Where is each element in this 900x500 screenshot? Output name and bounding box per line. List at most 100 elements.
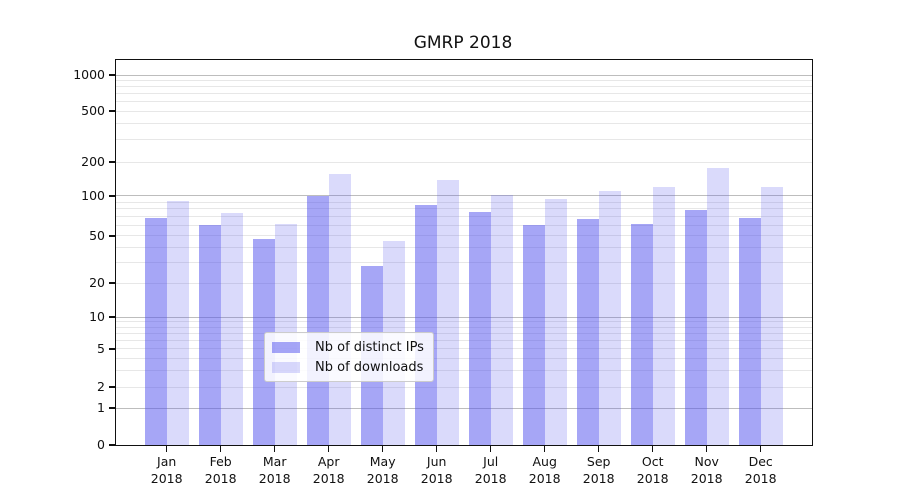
bar-downloads xyxy=(166,201,189,445)
x-axis-tick xyxy=(436,445,438,452)
bar-downloads xyxy=(436,179,459,445)
minor-gridline xyxy=(116,101,812,103)
x-axis-tick xyxy=(706,445,708,452)
chart-title: GMRP 2018 xyxy=(413,33,513,53)
y-axis-tick-label: 2 xyxy=(97,379,105,395)
y-axis-tick-label: 0 xyxy=(97,437,105,452)
minor-gridline xyxy=(116,138,812,140)
legend-label: Nb of distinct IPs xyxy=(315,339,424,355)
bar-distinct-ips xyxy=(738,218,761,445)
minor-gridline xyxy=(116,201,812,203)
y-axis-tick-label: 500 xyxy=(81,103,105,119)
y-axis-tick-label: 20 xyxy=(89,275,105,290)
minor-gridline xyxy=(116,110,812,112)
minor-gridline xyxy=(116,332,812,334)
y-axis-tick xyxy=(109,348,116,350)
major-gridline xyxy=(116,407,812,409)
bar-downloads xyxy=(706,168,729,445)
bar-downloads xyxy=(544,198,567,445)
bar-downloads xyxy=(760,187,783,445)
x-axis-tick-label: Apr 2018 xyxy=(312,454,345,486)
major-gridline xyxy=(116,195,812,197)
major-gridline xyxy=(116,316,812,318)
x-axis-tick xyxy=(652,445,654,452)
x-axis-tick xyxy=(760,445,762,452)
x-axis-tick xyxy=(544,445,546,452)
bar-distinct-ips xyxy=(522,225,545,445)
bar-distinct-ips xyxy=(252,239,275,445)
x-axis-tick-label: Aug 2018 xyxy=(528,454,561,486)
x-axis-tick-label: Feb 2018 xyxy=(204,454,237,486)
minor-gridline xyxy=(116,326,812,328)
bar-downloads xyxy=(220,213,243,445)
y-axis-tick xyxy=(109,282,116,284)
minor-gridline xyxy=(116,246,812,248)
x-axis-tick-label: May 2018 xyxy=(366,454,399,486)
plot-area: 0 1 2 5 10 20 50 100 200 500 1000 Jan 2018 Feb 2018 Mar… xyxy=(73,59,813,486)
x-axis-tick-label: Dec 2018 xyxy=(744,454,777,486)
minor-gridline xyxy=(116,93,812,95)
x-axis-tick-label: Jul 2018 xyxy=(474,454,507,486)
minor-gridline xyxy=(116,369,812,371)
x-axis-tick xyxy=(274,445,276,452)
bar-downloads xyxy=(328,173,351,445)
minor-gridline xyxy=(116,261,812,263)
legend-label: Nb of downloads xyxy=(315,359,424,375)
minor-gridline xyxy=(116,235,812,237)
y-axis-tick-label: 100 xyxy=(81,187,105,203)
minor-gridline xyxy=(116,86,812,88)
x-axis-tick xyxy=(166,445,168,452)
y-axis-tick-label: 10 xyxy=(89,309,105,324)
x-axis-tick-label: Jan 2018 xyxy=(150,454,183,486)
x-axis-tick-label: Mar 2018 xyxy=(258,454,291,486)
minor-gridline xyxy=(116,122,812,124)
y-axis-tick xyxy=(109,110,116,112)
legend: Nb of distinct IPs Nb of downloads xyxy=(264,332,434,382)
x-axis-tick xyxy=(382,445,384,452)
bar-distinct-ips xyxy=(144,218,167,445)
minor-gridline xyxy=(116,208,812,210)
bar-distinct-ips xyxy=(630,223,653,445)
x-axis-tick-label: Nov 2018 xyxy=(690,454,723,486)
y-axis-tick xyxy=(109,161,116,163)
legend-item: Nb of distinct IPs xyxy=(272,339,424,355)
x-axis-tick-label: Oct 2018 xyxy=(636,454,669,486)
bar-distinct-ips xyxy=(468,211,491,445)
minor-gridline xyxy=(116,224,812,226)
x-axis-tick xyxy=(490,445,492,452)
y-axis-tick xyxy=(109,235,116,237)
minor-gridline xyxy=(116,216,812,218)
x-axis-tick-label: Sep 2018 xyxy=(582,454,615,486)
y-axis-tick xyxy=(109,316,116,318)
bar-distinct-ips xyxy=(684,209,707,445)
y-axis-tick xyxy=(109,386,116,388)
x-axis-tick-label: Jun 2018 xyxy=(420,454,453,486)
minor-gridline xyxy=(116,357,812,359)
minor-gridline xyxy=(116,340,812,342)
minor-gridline xyxy=(116,282,812,284)
legend-swatch xyxy=(272,361,300,373)
x-axis-tick xyxy=(328,445,330,452)
y-axis-tick xyxy=(109,74,116,76)
bar-distinct-ips xyxy=(576,219,599,445)
bar-downloads xyxy=(652,187,675,445)
x-axis-tick xyxy=(220,445,222,452)
y-axis-tick xyxy=(109,444,116,446)
bar-downloads xyxy=(490,194,513,445)
minor-gridline xyxy=(116,80,812,81)
legend-swatch xyxy=(272,341,300,353)
major-gridline xyxy=(116,74,812,76)
minor-gridline xyxy=(116,386,812,388)
y-axis-tick xyxy=(109,195,116,197)
minor-gridline xyxy=(116,321,812,323)
minor-gridline xyxy=(116,348,812,350)
y-axis-tick-label: 1 xyxy=(97,400,105,416)
bar-distinct-ips xyxy=(306,195,329,445)
x-axis-tick xyxy=(598,445,600,452)
y-axis-tick-label: 200 xyxy=(81,154,105,169)
bar-distinct-ips xyxy=(414,204,437,445)
y-axis-tick-label: 5 xyxy=(97,340,105,356)
minor-gridline xyxy=(116,161,812,163)
bar-distinct-ips xyxy=(198,225,221,445)
